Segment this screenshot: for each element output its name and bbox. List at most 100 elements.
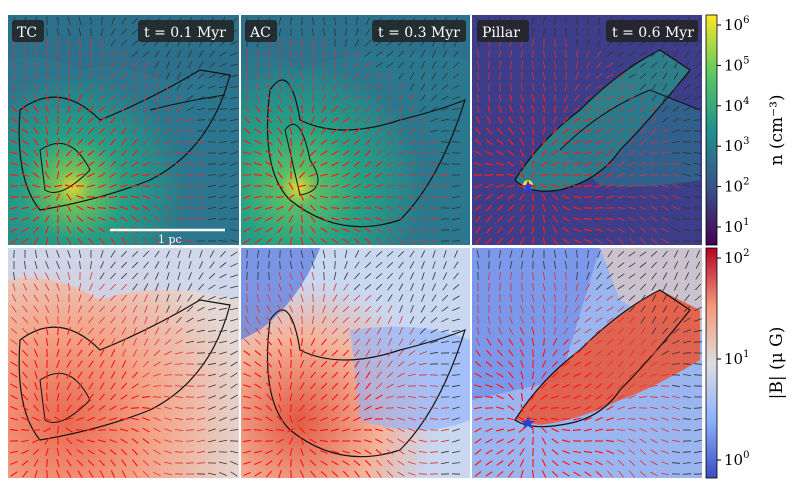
field-vector (76, 205, 84, 211)
field-vector (477, 260, 479, 270)
field-vector (606, 84, 614, 90)
field-vector (33, 138, 39, 146)
field-vector (484, 395, 494, 399)
field-vector (672, 239, 680, 243)
field-vector (21, 349, 29, 357)
field-vector (343, 382, 349, 390)
field-vector (353, 327, 361, 335)
field-vector (475, 237, 481, 245)
time-label-tc: t = 0.1 Myr (138, 20, 234, 42)
field-vector (10, 128, 18, 134)
field-vector (662, 105, 668, 113)
field-vector (132, 283, 138, 291)
field-vector (32, 438, 40, 444)
field-vector (519, 237, 525, 245)
field-vector (452, 428, 460, 432)
field-vector (617, 262, 625, 268)
field-vector (617, 84, 625, 90)
field-vector (99, 50, 105, 58)
field-vector (695, 50, 701, 58)
field-vector (639, 449, 647, 455)
field-vector (408, 194, 416, 200)
field-vector (154, 105, 160, 113)
field-vector (133, 327, 137, 335)
field-vector (375, 449, 383, 455)
field-vector (219, 405, 227, 411)
field-vector (142, 360, 150, 368)
field-vector (46, 27, 48, 37)
field-vector (453, 261, 459, 269)
field-vector (561, 428, 571, 432)
field-vector (683, 173, 691, 177)
field-vector (164, 173, 172, 177)
field-vector (342, 460, 350, 466)
field-vector (131, 438, 139, 444)
field-vector (452, 84, 460, 90)
field-vector (109, 294, 117, 302)
field-vector (353, 295, 361, 301)
field-vector (265, 116, 273, 124)
field-vector (311, 327, 315, 335)
field-vector (44, 305, 50, 313)
field-vector (33, 459, 39, 467)
field-vector (121, 360, 127, 368)
field-vector (229, 229, 239, 231)
field-vector (34, 50, 38, 58)
field-vector (208, 296, 216, 300)
field-vector (310, 116, 316, 124)
field-vector (410, 283, 414, 291)
field-vector (57, 436, 59, 446)
field-vector (421, 261, 425, 269)
field-vector (407, 396, 417, 398)
field-vector (606, 405, 614, 411)
field-vector (583, 162, 593, 166)
field-vector (309, 438, 317, 444)
field-vector (573, 217, 581, 221)
field-vector (387, 116, 393, 124)
field-vector (311, 61, 315, 69)
field-vector (208, 284, 216, 290)
field-vector (43, 204, 51, 212)
field-vector (142, 138, 150, 146)
field-vector (21, 327, 29, 335)
field-vector (243, 116, 251, 124)
field-vector (683, 396, 691, 398)
field-vector (97, 439, 107, 443)
field-vector (11, 294, 17, 302)
field-vector (662, 72, 668, 80)
field-vector (257, 71, 259, 81)
field-vector (300, 72, 304, 80)
field-vector (585, 61, 591, 69)
field-vector (441, 107, 449, 111)
field-vector (453, 272, 459, 280)
field-vector (342, 328, 350, 334)
field-vector (640, 237, 646, 245)
field-vector (56, 250, 60, 258)
field-vector (132, 72, 138, 80)
field-vector (397, 361, 405, 367)
field-vector (153, 349, 161, 357)
field-vector (44, 171, 50, 179)
field-vector (540, 426, 548, 434)
field-vector (542, 225, 546, 235)
field-vector (507, 449, 515, 455)
field-vector (244, 105, 250, 113)
field-vector (584, 405, 592, 411)
field-vector (187, 72, 193, 80)
field-vector (518, 416, 526, 422)
field-vector (354, 50, 360, 58)
field-vector (562, 227, 570, 233)
field-vector (299, 360, 305, 368)
field-vector (671, 417, 681, 421)
field-vector (110, 327, 116, 335)
field-vector (88, 294, 94, 302)
field-vector (364, 405, 372, 411)
field-vector (254, 460, 262, 466)
field-vector (10, 350, 18, 356)
field-vector (498, 316, 502, 324)
field-vector (164, 205, 172, 211)
field-vector (99, 382, 105, 390)
field-vector (298, 426, 306, 434)
field-vector (661, 216, 669, 222)
field-vector (344, 39, 348, 47)
